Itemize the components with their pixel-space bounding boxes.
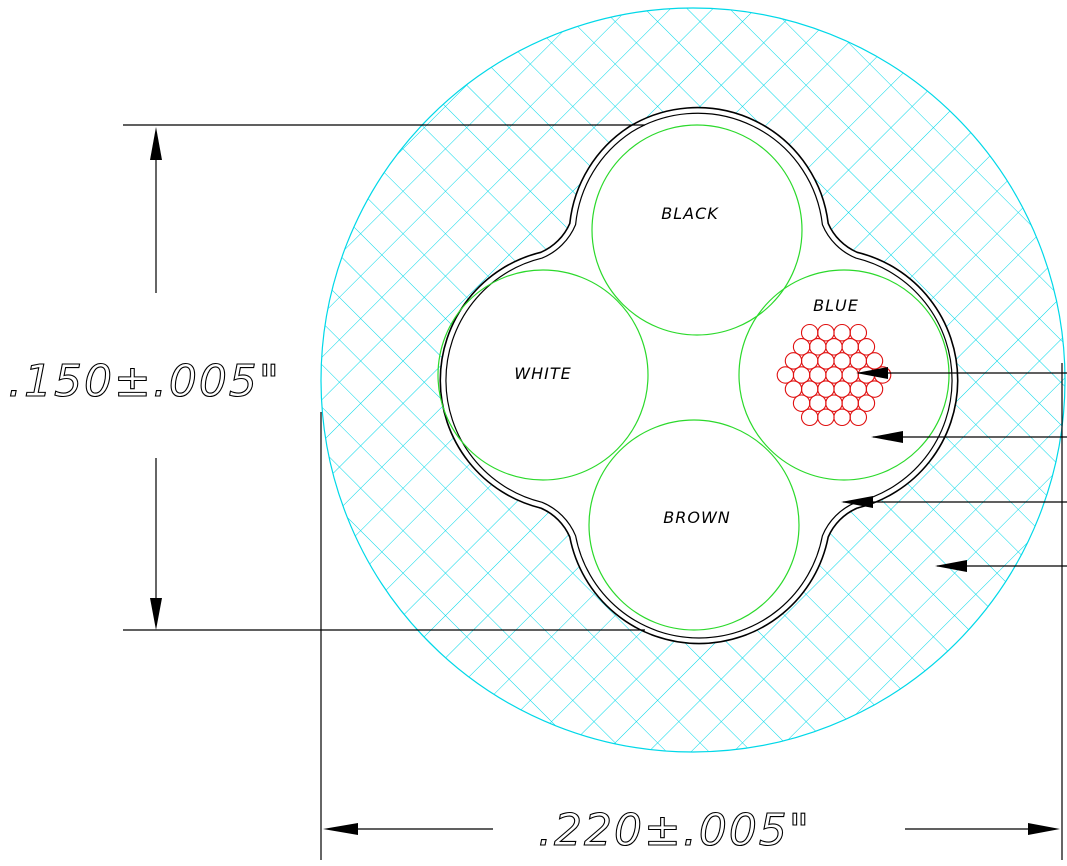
conductor-black: BLACK	[591, 124, 803, 336]
width-dimension: .220±.005"	[320, 363, 1063, 860]
height-dimension-text: .150±.005"	[8, 356, 281, 407]
strand	[857, 338, 876, 356]
conductor-label-brown: BROWN	[663, 508, 730, 527]
leader-lines	[841, 367, 1067, 572]
width-arrow-right	[1028, 823, 1060, 835]
height-arrow-bottom	[150, 598, 162, 630]
width-arrow-left	[323, 823, 358, 835]
shield-outer-outline	[439, 106, 959, 645]
width-dimension-text: .220±.005"	[538, 805, 811, 856]
strand	[865, 352, 884, 370]
conductor-brown: BROWN	[588, 419, 800, 631]
strand	[849, 408, 868, 427]
conductor-label-blue: BLUE	[813, 296, 859, 315]
shield-inner-outline	[445, 112, 953, 639]
conductor-label-white: WHITE	[514, 364, 571, 383]
conductor-label-black: BLACK	[661, 204, 719, 223]
conductor-blue: BLUE	[738, 269, 950, 481]
strand	[865, 380, 884, 398]
strand	[857, 394, 876, 412]
strand	[849, 323, 868, 342]
inner-shield	[439, 106, 959, 645]
conductor-white: WHITE	[437, 269, 649, 481]
height-dimension: .150±.005"	[7, 124, 645, 631]
height-arrow-top	[150, 127, 162, 160]
